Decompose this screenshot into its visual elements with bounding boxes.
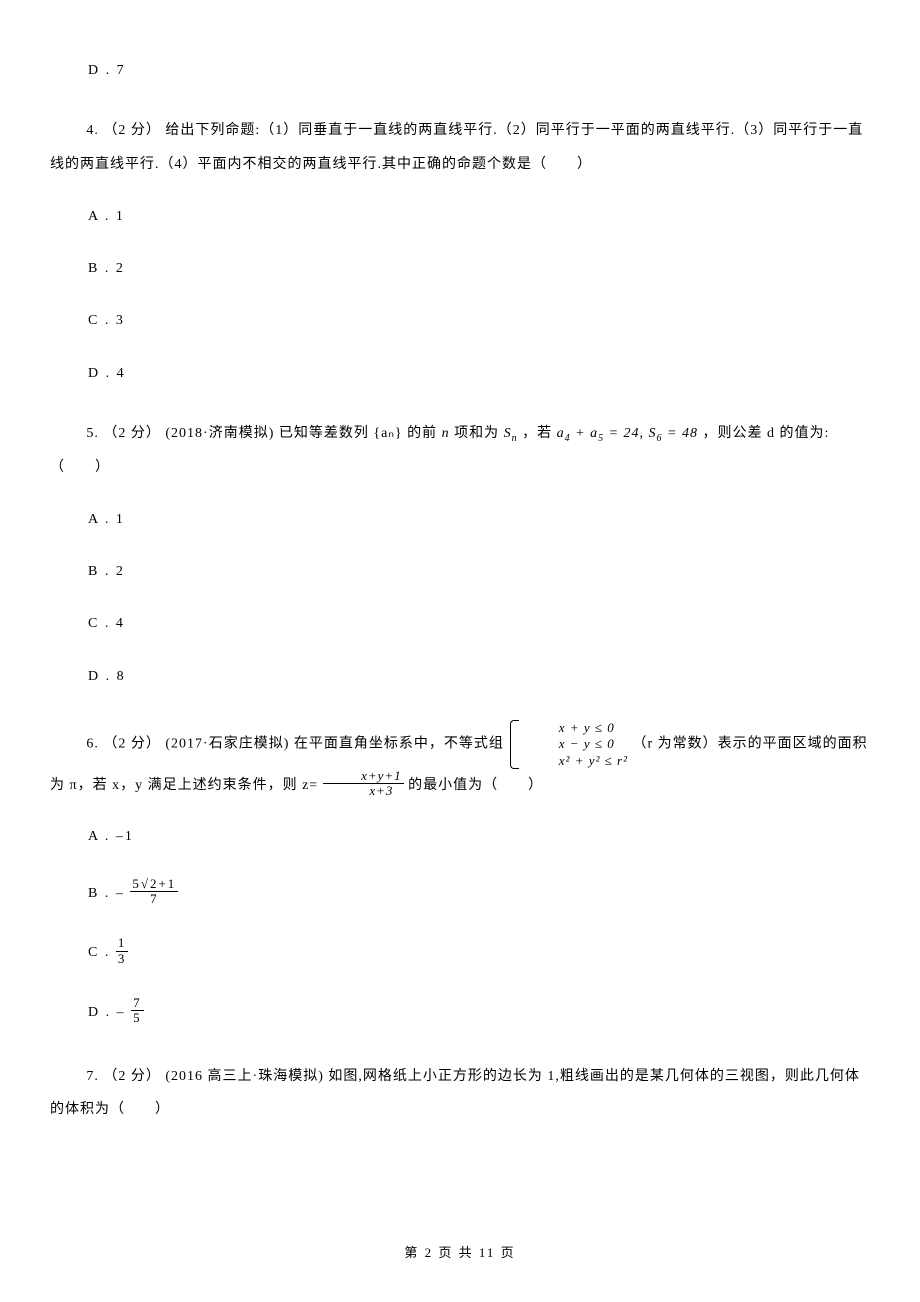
question-4: 4. （2 分） 给出下列命题:（1）同垂直于一直线的两直线平行.（2）同平行于… — [50, 114, 870, 385]
q4-option-b: B . 2 — [88, 258, 870, 280]
q5-option-b: B . 2 — [88, 561, 870, 583]
q5-mid2: 项和为 — [450, 426, 504, 441]
q6-option-c: C . 13 — [88, 938, 870, 968]
q5-n: n — [442, 426, 450, 441]
q7-stem: 7. （2 分） (2016 高三上·珠海模拟) 如图,网格纸上小正方形的边长为… — [50, 1060, 870, 1127]
question-7: 7. （2 分） (2016 高三上·珠海模拟) 如图,网格纸上小正方形的边长为… — [50, 1060, 870, 1127]
q6-options: A . –1 B . – 5√2+17 C . 13 D . – 75 — [50, 826, 870, 1027]
q5-options: A . 1 B . 2 C . 4 D . 8 — [50, 509, 870, 689]
q6-b-frac: 5√2+17 — [130, 877, 178, 907]
q4-stem: 4. （2 分） 给出下列命题:（1）同垂直于一直线的两直线平行.（2）同平行于… — [50, 114, 870, 181]
q4-option-d: D . 4 — [88, 363, 870, 385]
q5-mid1: 的前 — [403, 426, 442, 441]
q5-prefix: 5. （2 分） (2018·济南模拟) 已知等差数列 — [86, 426, 373, 441]
q6-option-b: B . – 5√2+17 — [88, 879, 870, 909]
q5-sequence: {aₙ} — [373, 426, 402, 441]
q4-option-a: A . 1 — [88, 206, 870, 228]
q6-stem: 6. （2 分） (2017·石家庄模拟) 在平面直角坐标系中，不等式组 x +… — [50, 720, 870, 802]
q6-z-frac: x+y+1x+3 — [323, 769, 404, 799]
q5-cond1: a4 + a5 = 24, S6 = 48 — [557, 426, 698, 441]
q6-d-frac: 75 — [131, 996, 144, 1026]
q5-mid3: ，若 — [518, 426, 557, 441]
q5-option-c: C . 4 — [88, 613, 870, 635]
q5-option-d: D . 8 — [88, 666, 870, 688]
q6-tail: 的最小值为（ ） — [404, 778, 544, 793]
q6-option-a: A . –1 — [88, 826, 870, 848]
q5-option-a: A . 1 — [88, 509, 870, 531]
q6-system: x + y ≤ 0x − y ≤ 0x² + y² ≤ r² — [508, 720, 628, 769]
q3-option-d: D . 7 — [88, 60, 870, 82]
q6-option-d: D . – 75 — [88, 998, 870, 1028]
question-5: 5. （2 分） (2018·济南模拟) 已知等差数列 {aₙ} 的前 n 项和… — [50, 417, 870, 688]
q4-options: A . 1 B . 2 C . 3 D . 4 — [50, 206, 870, 386]
q6-c-frac: 13 — [116, 936, 129, 966]
q5-stem: 5. （2 分） (2018·济南模拟) 已知等差数列 {aₙ} 的前 n 项和… — [50, 417, 870, 484]
q4-option-c: C . 3 — [88, 310, 870, 332]
q6-prefix: 6. （2 分） (2017·石家庄模拟) 在平面直角坐标系中，不等式组 — [86, 737, 508, 752]
q3-options: D . 7 — [50, 60, 870, 82]
question-6: 6. （2 分） (2017·石家庄模拟) 在平面直角坐标系中，不等式组 x +… — [50, 720, 870, 1028]
q5-sn: Sn — [504, 426, 518, 441]
page-footer: 第 2 页 共 11 页 — [0, 1243, 920, 1264]
